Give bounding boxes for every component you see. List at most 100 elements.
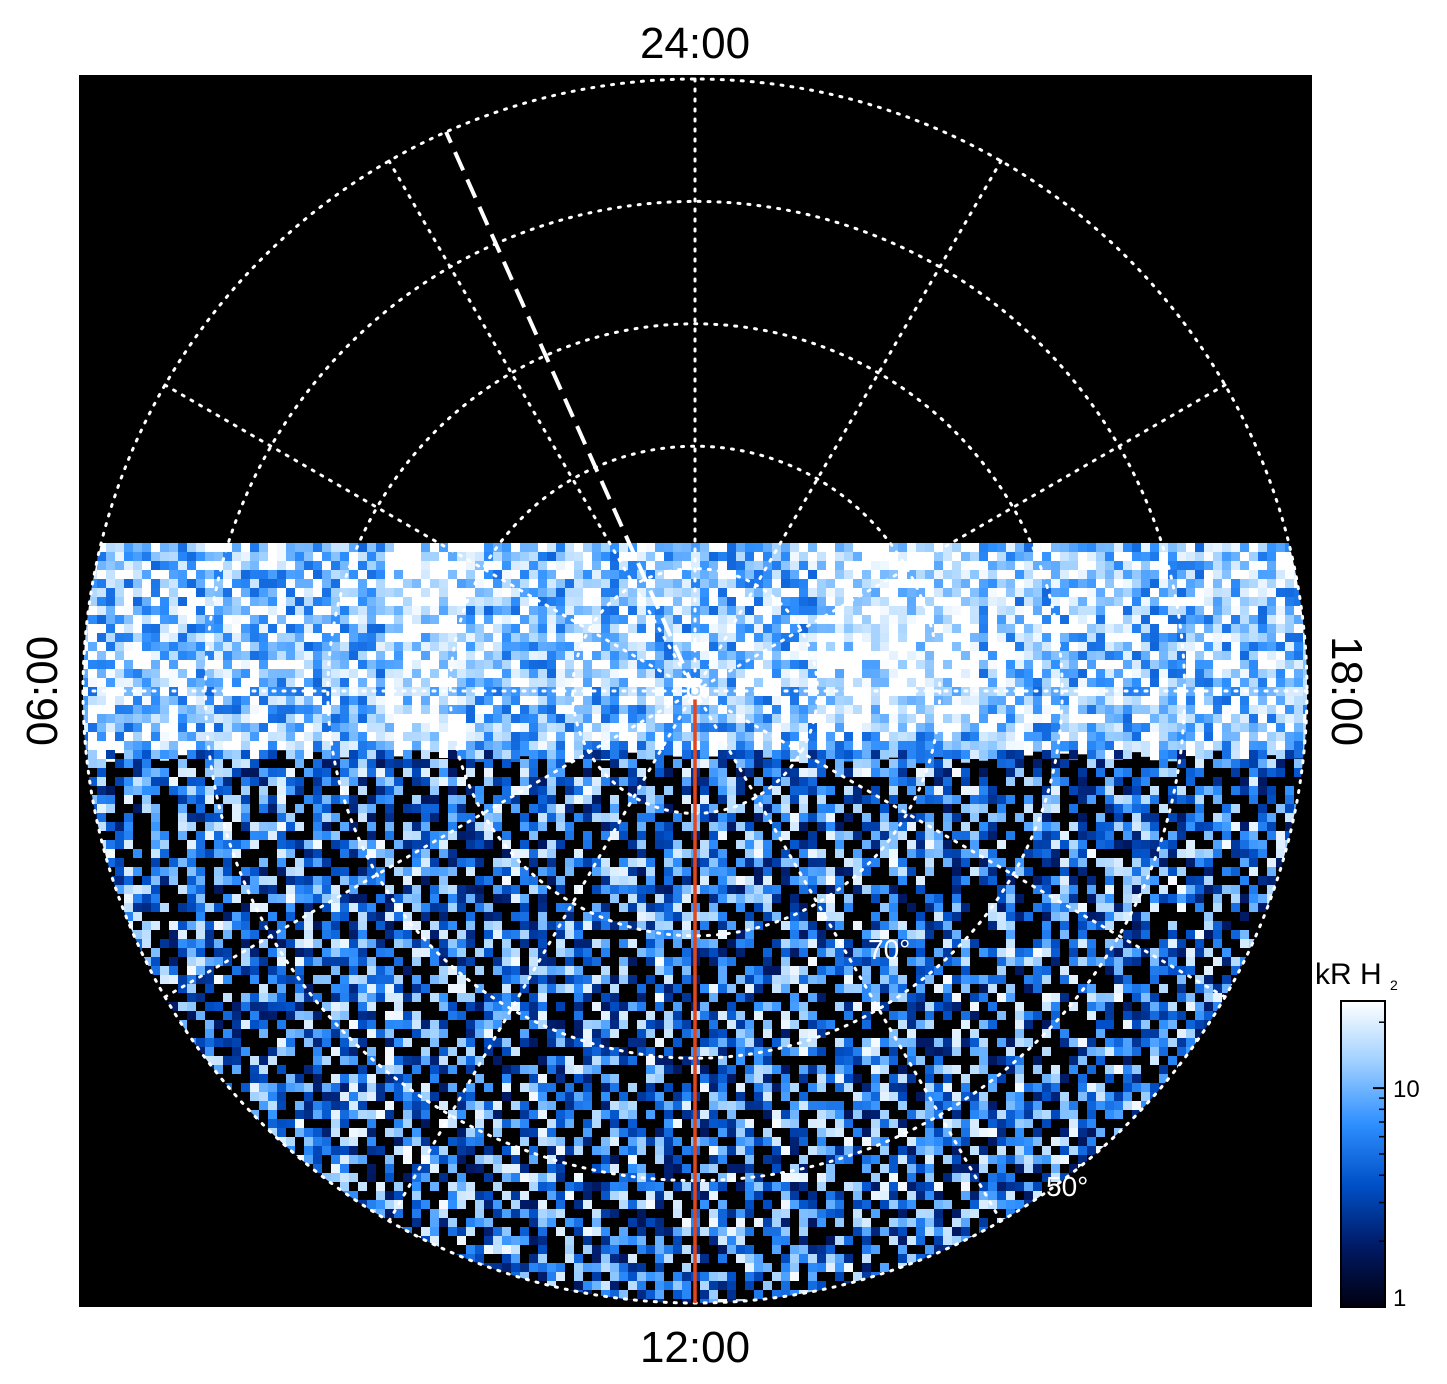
emission-cell	[322, 876, 331, 885]
emission-cell	[1096, 696, 1105, 711]
emission-cell	[403, 939, 412, 948]
emission-cell	[790, 912, 799, 921]
emission-cell	[466, 705, 475, 721]
emission-cell	[1096, 786, 1105, 795]
emission-cell	[1222, 642, 1231, 658]
emission-cell	[556, 588, 565, 601]
emission-cell	[1240, 705, 1249, 720]
emission-cell	[817, 588, 826, 598]
emission-cell	[169, 858, 178, 867]
emission-cell	[178, 813, 187, 822]
emission-cell	[718, 678, 727, 693]
emission-cell	[1024, 606, 1033, 619]
emission-cell	[295, 759, 304, 768]
emission-cell	[529, 588, 538, 598]
emission-cell	[700, 867, 709, 876]
emission-cell	[934, 840, 943, 849]
emission-cell	[853, 588, 862, 605]
emission-cell	[592, 588, 601, 601]
emission-cell	[1105, 750, 1114, 759]
emission-cell	[412, 804, 421, 813]
emission-cell	[574, 552, 583, 562]
emission-cell	[475, 723, 484, 735]
emission-cell	[124, 579, 133, 594]
emission-cell	[376, 750, 385, 759]
emission-cell	[853, 678, 862, 694]
emission-cell	[898, 831, 907, 840]
emission-cell	[844, 795, 853, 804]
emission-cell	[1006, 561, 1015, 579]
emission-cell	[898, 939, 907, 948]
emission-cell	[1033, 849, 1042, 858]
emission-cell	[1276, 561, 1285, 572]
emission-cell	[583, 597, 592, 613]
emission-cell	[619, 876, 628, 885]
emission-cell	[664, 543, 673, 558]
emission-cell	[484, 543, 493, 561]
emission-cell	[1096, 903, 1105, 912]
emission-cell	[889, 741, 898, 758]
emission-cell	[871, 741, 880, 757]
emission-cell	[727, 732, 736, 745]
emission-cell	[268, 732, 277, 746]
emission-cell	[286, 813, 295, 822]
emission-cell	[1276, 687, 1285, 698]
emission-cell	[673, 561, 682, 577]
emission-cell	[97, 741, 106, 763]
emission-cell	[1177, 552, 1186, 569]
emission-cell	[1168, 651, 1177, 667]
emission-cell	[1294, 651, 1303, 667]
emission-cell	[457, 903, 466, 912]
emission-cell	[1024, 561, 1033, 571]
emission-cell	[1159, 651, 1168, 661]
emission-cell	[268, 768, 277, 777]
emission-cell	[934, 894, 943, 903]
emission-cell	[250, 822, 259, 831]
emission-cell	[331, 840, 340, 849]
emission-cell	[1267, 867, 1276, 876]
emission-cell	[943, 615, 952, 629]
emission-cell	[421, 768, 430, 777]
emission-cell	[979, 669, 988, 685]
emission-cell	[1006, 876, 1015, 885]
emission-cell	[1051, 552, 1060, 568]
emission-cell	[421, 813, 430, 822]
emission-cell	[997, 885, 1006, 894]
emission-cell	[754, 552, 763, 562]
emission-cell	[907, 597, 916, 610]
emission-cell	[1132, 795, 1141, 804]
emission-cell	[1015, 759, 1024, 768]
emission-cell	[664, 723, 673, 736]
emission-cell	[538, 813, 547, 822]
emission-cell	[349, 822, 358, 831]
emission-cell	[106, 579, 115, 595]
emission-cell	[790, 561, 799, 575]
emission-cell	[1132, 624, 1141, 640]
emission-cell	[673, 660, 682, 671]
emission-cell	[322, 624, 331, 634]
emission-cell	[520, 876, 529, 885]
emission-cell	[223, 750, 232, 759]
emission-cell	[1294, 714, 1303, 724]
emission-cell	[772, 786, 781, 795]
emission-cell	[1123, 579, 1132, 590]
emission-cell	[97, 813, 106, 822]
emission-cell	[340, 840, 349, 849]
emission-cell	[124, 750, 133, 759]
emission-cell	[799, 705, 808, 723]
emission-cell	[457, 813, 466, 822]
emission-cell	[385, 930, 394, 939]
emission-cell	[448, 885, 457, 894]
emission-cell	[331, 723, 340, 739]
emission-cell	[1132, 876, 1141, 885]
emission-cell	[565, 660, 574, 674]
emission-cell	[1078, 786, 1087, 795]
emission-cell	[187, 579, 196, 593]
emission-cell	[232, 678, 241, 690]
emission-cell	[268, 597, 277, 610]
emission-cell	[1024, 714, 1033, 725]
emission-cell	[1150, 822, 1159, 831]
emission-cell	[835, 876, 844, 885]
emission-cell	[529, 849, 538, 858]
emission-cell	[286, 750, 295, 759]
